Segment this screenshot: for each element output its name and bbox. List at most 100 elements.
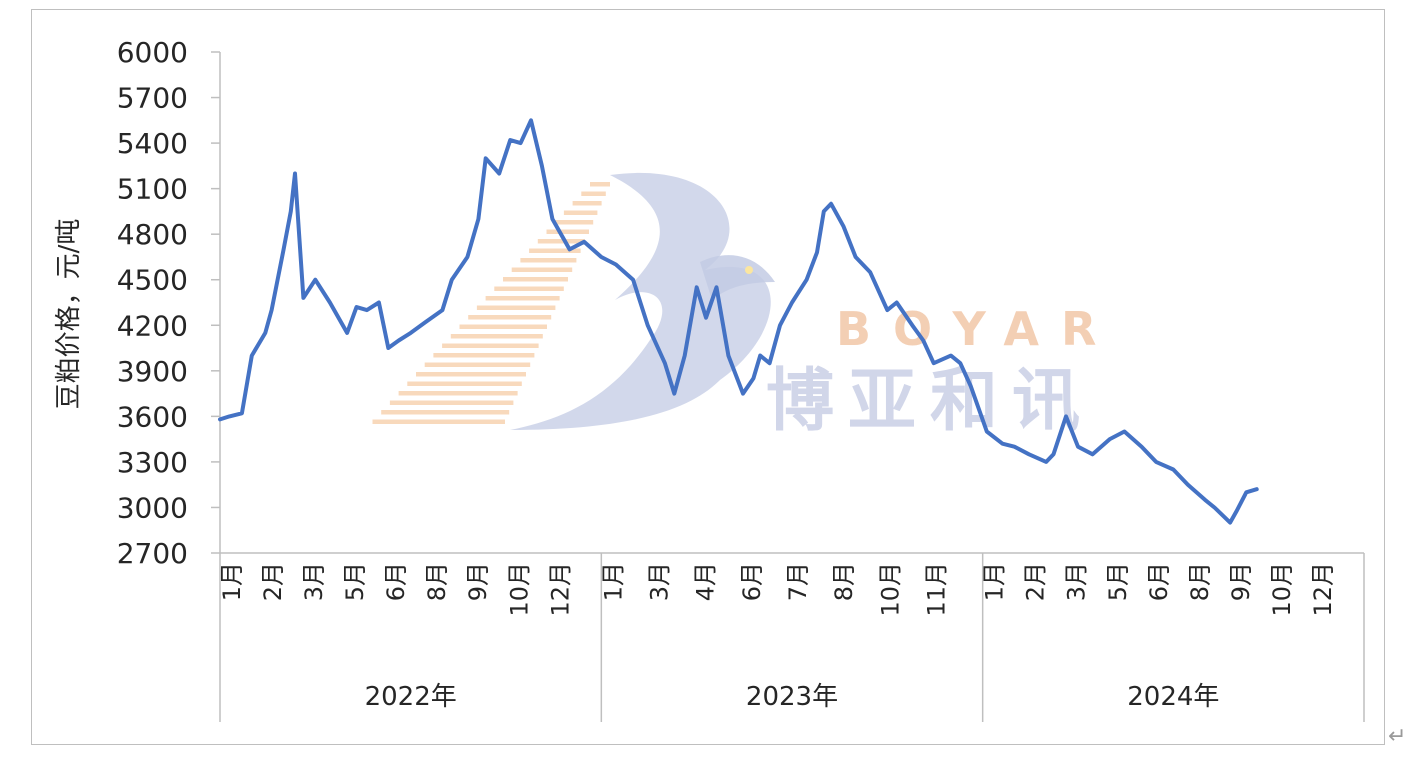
data-point: [355, 306, 358, 308]
x-month-label: 3月: [646, 562, 674, 601]
x-month-label: 6月: [382, 562, 410, 601]
x-month-label: 5月: [341, 562, 369, 601]
watermark-stripe: [511, 267, 573, 272]
y-tick-label: 5400: [117, 127, 188, 160]
x-month-label: 1月: [981, 562, 1009, 601]
data-point: [583, 240, 585, 243]
data-point: [615, 263, 617, 266]
data-point: [541, 165, 543, 167]
x-month-label: 9月: [464, 562, 492, 601]
watermark-stripe: [381, 410, 510, 415]
data-point: [869, 271, 871, 273]
x-year-label: 2023年: [746, 682, 838, 712]
data-point: [805, 278, 808, 281]
data-point: [466, 256, 469, 258]
data-point: [854, 256, 857, 258]
data-point: [822, 210, 825, 213]
watermark-stripe: [442, 343, 539, 348]
data-point: [632, 278, 634, 281]
y-tick-label: 3300: [117, 446, 188, 479]
y-tick-label: 3900: [117, 355, 188, 388]
watermark-stripe: [494, 286, 564, 291]
data-point: [530, 119, 532, 122]
data-point: [727, 354, 730, 357]
data-point: [282, 248, 285, 251]
data-point: [1123, 430, 1126, 433]
data-point: [498, 172, 501, 175]
data-point: [791, 301, 793, 304]
data-point: [270, 309, 273, 311]
data-point: [922, 339, 925, 342]
x-month-label: 8月: [1186, 562, 1214, 601]
x-year-label: 2022年: [365, 682, 457, 712]
watermark-stripe: [572, 201, 602, 206]
x-month-label: 8月: [423, 562, 451, 601]
y-tick-label: 4200: [117, 309, 188, 342]
x-month-label: 3月: [300, 562, 328, 601]
boyar-watermark: BOYAR 博亚和讯: [372, 172, 1118, 441]
data-point: [1204, 499, 1206, 501]
x-month-label: 3月: [1063, 562, 1091, 601]
watermark-stripe: [450, 334, 543, 339]
data-point: [378, 301, 380, 304]
data-point: [568, 248, 571, 251]
data-point: [290, 210, 292, 213]
data-point: [830, 203, 832, 205]
data-point: [387, 347, 390, 349]
data-point: [397, 339, 400, 342]
data-point: [950, 354, 952, 357]
x-month-label: 9月: [1227, 562, 1255, 601]
watermark-brand-latin: BOYAR: [836, 302, 1118, 356]
y-tick-label: 5700: [117, 82, 188, 115]
x-year-label: 2024年: [1127, 682, 1219, 712]
x-month-label: 6月: [738, 562, 766, 601]
watermark-stripe: [398, 391, 518, 396]
data-point: [886, 309, 889, 311]
x-month-label: 5月: [1104, 562, 1132, 601]
data-point: [219, 418, 221, 421]
watermark-stripe: [563, 210, 598, 215]
data-point: [1187, 483, 1189, 486]
x-month-label: 4月: [692, 562, 720, 601]
data-point: [705, 316, 707, 319]
data-point: [752, 377, 755, 380]
watermark-stripe: [590, 182, 610, 187]
data-point: [646, 324, 649, 327]
data-point: [1013, 445, 1016, 448]
watermark-stripe: [581, 191, 606, 196]
x-month-label: 2月: [1022, 562, 1050, 601]
data-point: [1140, 445, 1143, 448]
x-axis: 1月 2月 3月 5月 6月 8月 9月 10月 12月 2022年 1月 3月 4月 6月 7月 8月 10月…: [218, 552, 1365, 722]
data-point: [519, 142, 522, 144]
data-point: [1045, 461, 1048, 463]
data-point: [742, 392, 744, 395]
data-point: [314, 278, 317, 281]
data-point: [715, 286, 718, 289]
data-point: [294, 172, 296, 175]
y-tick-label: 4800: [117, 218, 188, 251]
watermark-stripe: [433, 353, 535, 358]
y-tick-label: 6000: [117, 36, 188, 69]
data-point: [779, 324, 781, 327]
x-month-label: 7月: [784, 562, 812, 601]
watermark-stripe: [555, 220, 594, 225]
y-axis: 2700 3000 3300 3600 3900 4200 4500 4800 5100 5400…: [117, 36, 221, 570]
data-point: [264, 332, 267, 334]
watermark-stripe: [459, 324, 547, 329]
watermark-stripe: [529, 248, 581, 253]
data-point: [451, 278, 453, 281]
data-point: [759, 354, 762, 357]
data-point: [477, 218, 480, 220]
data-point: [673, 392, 676, 395]
data-point: [1108, 438, 1111, 440]
x-month-label: 6月: [1145, 562, 1173, 601]
data-point: [1229, 521, 1231, 524]
data-point: [1255, 488, 1258, 491]
data-point: [816, 251, 818, 254]
data-point: [911, 324, 914, 327]
x-month-label: 2月: [259, 562, 287, 601]
data-point: [228, 415, 231, 418]
data-point: [250, 354, 253, 357]
return-mark: ↵: [1388, 724, 1407, 749]
